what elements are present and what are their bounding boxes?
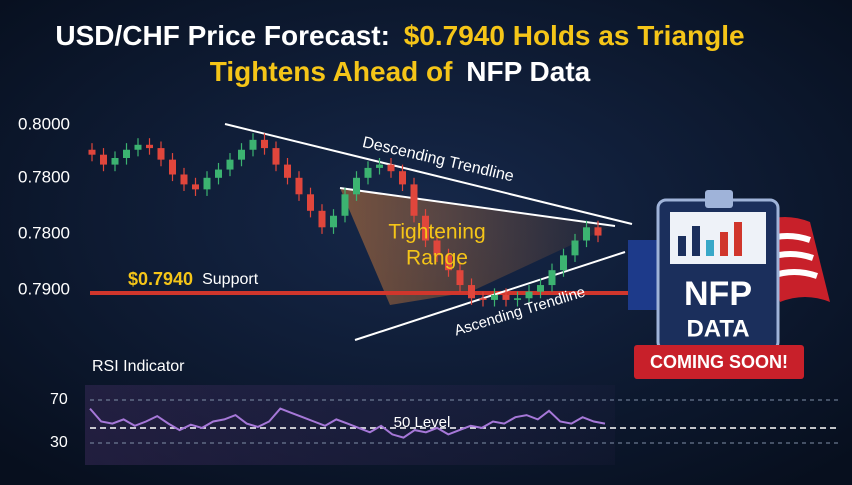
- candle-body: [548, 270, 556, 286]
- candle-body: [468, 285, 475, 299]
- candle-body: [433, 240, 441, 256]
- candle-body: [341, 194, 349, 216]
- candle-body: [272, 148, 280, 165]
- ascending-trendline: [354, 251, 626, 341]
- annotation: Range: [406, 247, 468, 270]
- rsi-line: [89, 407, 606, 439]
- candle-body: [479, 298, 487, 300]
- icon-bar: [678, 236, 686, 256]
- candle-body: [169, 159, 176, 175]
- y-axis-label: 0.7900: [18, 279, 70, 298]
- candle-body: [215, 169, 222, 178]
- candles: [88, 133, 602, 307]
- icon-bar: [706, 240, 714, 256]
- candle-body: [295, 177, 303, 195]
- candle-body: [502, 294, 510, 300]
- title-part: Tightens Ahead of: [210, 56, 453, 87]
- title-part: NFP Data: [466, 56, 590, 87]
- candle-body: [560, 255, 567, 271]
- icon-bar: [692, 226, 700, 256]
- candle-body: [226, 159, 234, 170]
- candle-body: [203, 177, 211, 190]
- candle-body: [514, 298, 521, 300]
- candle-body: [376, 164, 383, 168]
- candle-body: [249, 139, 257, 150]
- y-axis-labels: 0.8000 0.7800 0.7800 0.7900: [18, 114, 70, 298]
- candle-body: [111, 158, 119, 165]
- y-axis-label: 0.8000: [18, 114, 70, 133]
- candle-body: [445, 255, 452, 271]
- chart-title: USD/CHF Price Forecast: $0.7940 Holds as…: [55, 20, 744, 51]
- triangle-shade: [340, 188, 612, 305]
- upper-trendline: [339, 187, 616, 227]
- rsi-title: RSI Indicator: [92, 358, 185, 375]
- candle-body: [456, 270, 464, 286]
- candle-body: [123, 149, 130, 158]
- y-axis-label: 0.7800: [18, 223, 70, 242]
- candle-body: [180, 174, 188, 185]
- chart-title: Tightens Ahead of NFP Data: [210, 56, 591, 87]
- candle-body: [146, 144, 153, 149]
- candle-body: [192, 184, 199, 190]
- annotation: $0.7940 Support: [128, 269, 259, 289]
- candle-body: [525, 291, 533, 299]
- candle-body: [399, 171, 406, 185]
- candle-body: [571, 240, 579, 256]
- candle-body: [134, 144, 142, 150]
- icon-bar: [720, 232, 728, 256]
- candle-body: [330, 215, 337, 228]
- candle-body: [284, 164, 291, 178]
- badge-banner: [634, 345, 804, 379]
- title-part: USD/CHF Price Forecast:: [55, 20, 390, 51]
- annotation-part: Support: [202, 271, 259, 288]
- candle-body: [353, 177, 360, 195]
- candle-body: [307, 194, 314, 211]
- annotation-part: $0.7940: [128, 269, 193, 289]
- badge-text: NFP: [684, 275, 752, 313]
- candle-body: [157, 148, 165, 160]
- candle-body: [387, 164, 395, 172]
- badge-text: DATA: [686, 315, 749, 342]
- candle-body: [318, 210, 326, 228]
- nfp-badge: NFP DATA COMING SOON!: [628, 190, 830, 379]
- candle-body: [261, 139, 268, 149]
- candle-body: [594, 227, 602, 236]
- badge-text: COMING SOON!: [650, 352, 788, 372]
- candle-body: [238, 149, 245, 160]
- candle-body: [100, 154, 107, 165]
- candle-body: [491, 294, 498, 300]
- candle-body: [88, 149, 96, 155]
- candle-body: [422, 215, 429, 241]
- candle-body: [364, 167, 372, 178]
- rsi: 30 70: [50, 391, 840, 451]
- y-tick-label: 70: [50, 391, 68, 408]
- title-part: $0.7940 Holds as Triangle: [404, 20, 745, 51]
- candle-body: [410, 184, 418, 216]
- candle-body: [583, 227, 590, 241]
- y-axis-label: 0.7800: [18, 167, 70, 186]
- y-tick-label: 30: [50, 434, 68, 451]
- icon-bar: [734, 222, 742, 256]
- candle-body: [537, 285, 544, 292]
- clip: [705, 190, 733, 208]
- annotation: Tightening: [388, 221, 485, 244]
- annotation: 50 Level: [394, 414, 451, 431]
- descending-trendline: [224, 123, 633, 225]
